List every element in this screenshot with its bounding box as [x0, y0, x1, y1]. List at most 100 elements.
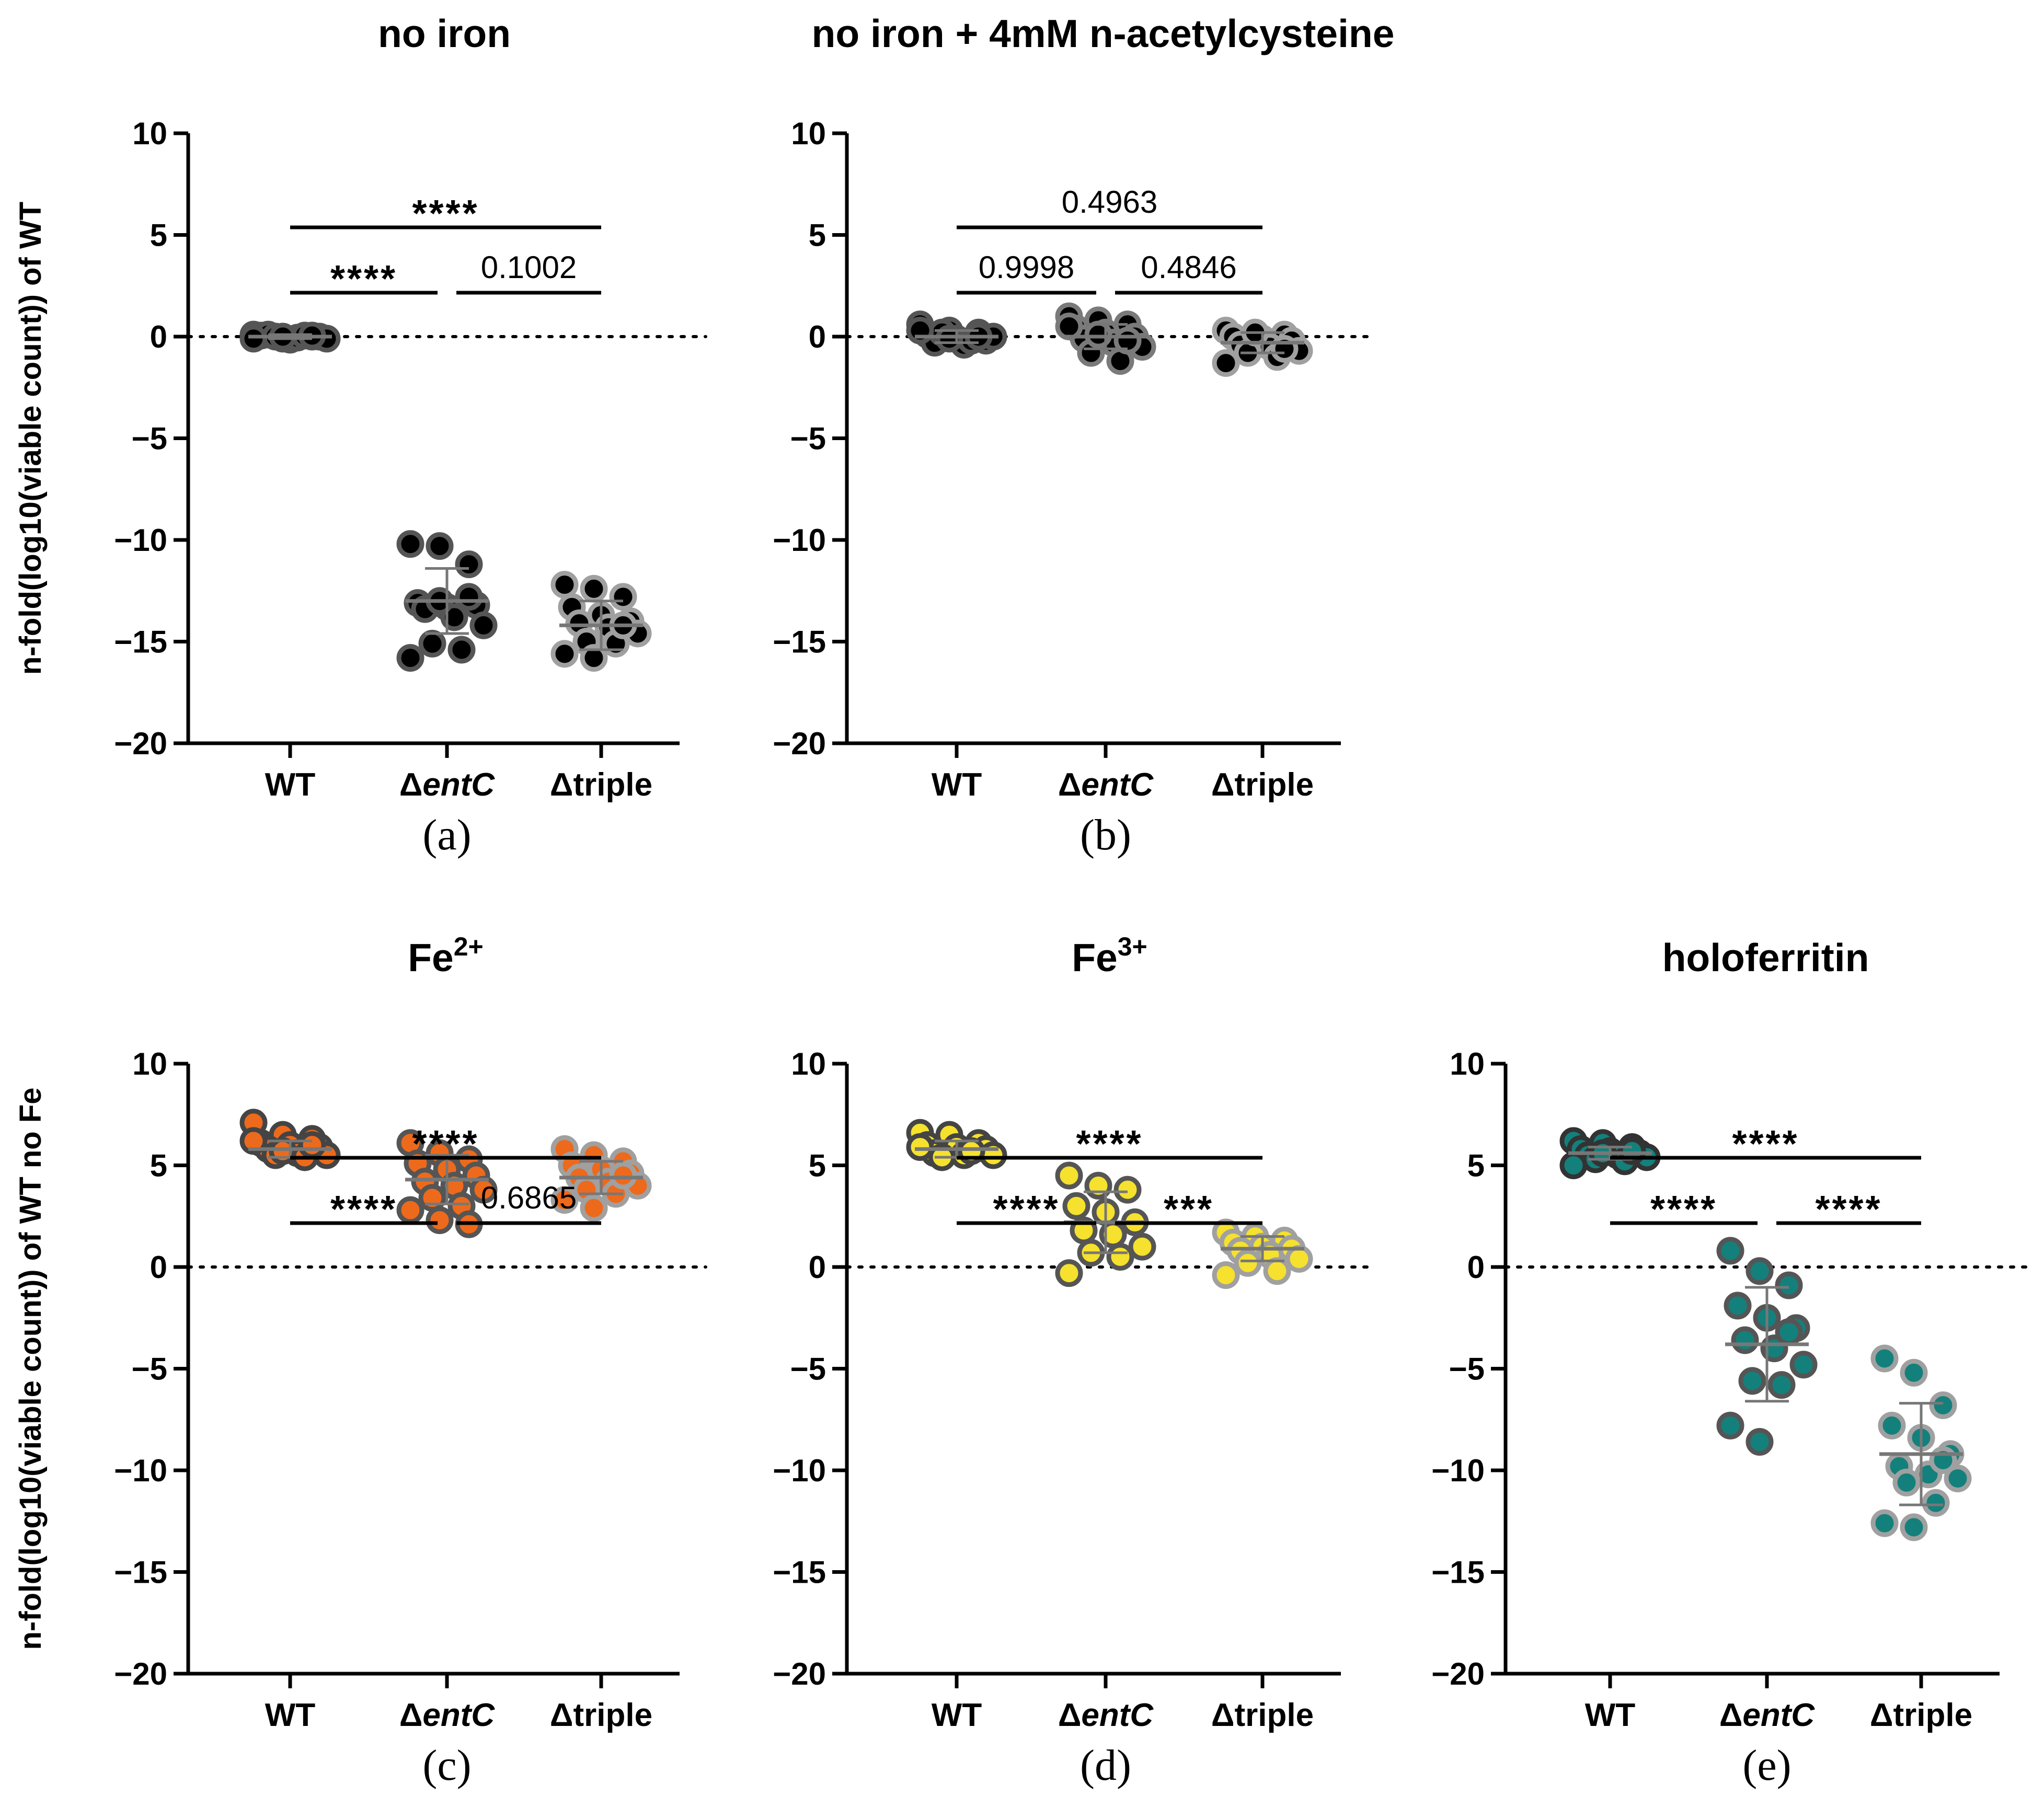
- data-point: [1767, 1371, 1796, 1399]
- y-tick-label: 0: [809, 319, 826, 354]
- x-tick-label-part: Δtriple: [1211, 767, 1314, 803]
- data-point: [906, 316, 934, 344]
- x-tick-label-italic-part: entC: [422, 767, 495, 803]
- chart-title-text: no iron: [378, 11, 511, 55]
- chart-panel-c: Fe2+ 10 5 0 −5 −10 −15 −20 n-fold(log10(viable c…: [14, 932, 707, 1790]
- series-2: [1870, 1344, 1972, 1541]
- chart-panel-b: no iron + 4mM n-acetylcysteine 10 5 0 −5 −10 −…: [773, 11, 1394, 859]
- significance-label: ****: [330, 258, 397, 300]
- data-point: [1559, 1151, 1588, 1179]
- data-point: [1285, 1245, 1313, 1273]
- y-tick-label: 10: [791, 116, 826, 151]
- y-tick-label: −5: [790, 1352, 826, 1387]
- y-tick-label: 10: [791, 1046, 826, 1081]
- chart-panel-e: holoferritin 10 5 0 −5 −10 −15 −20 WT ΔentC Δtripl…: [1431, 936, 2030, 1790]
- y-tick-label: −10: [773, 523, 826, 558]
- panel-label: (c): [422, 1741, 471, 1790]
- data-point: [580, 574, 608, 603]
- significance-label: ****: [1076, 1123, 1143, 1165]
- data-point: [550, 640, 579, 668]
- data-point: [1746, 1257, 1774, 1285]
- y-tick-label: −15: [773, 1555, 826, 1590]
- data-point: [1775, 1318, 1803, 1346]
- y-tick-label: −15: [1431, 1555, 1485, 1590]
- y-tick-label: −10: [1431, 1453, 1485, 1488]
- data-point: [1055, 1161, 1083, 1190]
- x-tick-label-part: Δtriple: [1870, 1697, 1972, 1733]
- data-point: [396, 530, 424, 558]
- y-tick-label: −10: [114, 1453, 167, 1488]
- x-tick-label: ΔentC: [399, 767, 496, 803]
- chart-title: Fe3+: [1072, 932, 1147, 980]
- x-tick-label: ΔentC: [399, 1697, 496, 1733]
- series-0: [239, 1109, 341, 1171]
- data-point: [396, 644, 424, 672]
- significance-label: ****: [412, 193, 479, 235]
- series-0: [1559, 1127, 1661, 1179]
- data-point: [1128, 1233, 1156, 1261]
- significance-label: ****: [1732, 1123, 1799, 1165]
- data-point: [1789, 1351, 1818, 1379]
- y-tick-label: 5: [150, 1148, 167, 1183]
- data-point: [1234, 1249, 1262, 1277]
- x-tick-label: WT: [265, 767, 316, 803]
- data-point: [580, 1194, 608, 1222]
- y-tick-label: 0: [150, 319, 167, 354]
- x-tick-label-part: WT: [1585, 1697, 1636, 1733]
- data-point: [418, 1184, 446, 1212]
- chart-title-text: Fe: [1072, 936, 1118, 980]
- data-point: [447, 636, 476, 664]
- x-tick-label-part: Δtriple: [1211, 1697, 1314, 1733]
- data-point: [1062, 1192, 1090, 1220]
- data-point: [1263, 1257, 1291, 1285]
- significance-label: 0.9998: [979, 250, 1075, 285]
- panel-label: (b): [1080, 811, 1131, 859]
- significance-label: 0.1002: [481, 250, 577, 285]
- chart-title-superscript: 2+: [454, 932, 484, 961]
- y-tick-label: −5: [132, 421, 167, 456]
- data-point: [239, 325, 268, 353]
- data-point: [935, 325, 963, 353]
- y-tick-label: 5: [809, 218, 826, 253]
- y-tick-label: −5: [790, 421, 826, 456]
- data-point: [1944, 1465, 1972, 1493]
- x-tick-label: Δtriple: [1211, 767, 1314, 803]
- y-tick-label: 0: [809, 1250, 826, 1285]
- x-tick-label-part: WT: [932, 767, 982, 803]
- x-tick-label-part: WT: [932, 1697, 982, 1733]
- y-tick-label: −10: [773, 1453, 826, 1488]
- significance-label: 0.4963: [1062, 185, 1158, 220]
- y-tick-label: 5: [1467, 1148, 1485, 1183]
- data-point: [1724, 1292, 1752, 1320]
- data-point: [1212, 1261, 1240, 1289]
- series-0: [239, 320, 341, 354]
- panel-label: (d): [1080, 1741, 1131, 1790]
- data-point: [1929, 1391, 1957, 1420]
- data-point: [469, 611, 498, 639]
- significance-label: ****: [1650, 1189, 1717, 1230]
- x-tick-label-italic-part: entC: [422, 1697, 495, 1733]
- data-point: [1922, 1489, 1950, 1517]
- significance-label: ****: [1815, 1189, 1882, 1230]
- x-tick-label: WT: [932, 1697, 982, 1733]
- data-point: [1270, 335, 1299, 363]
- y-tick-label: 10: [132, 1046, 167, 1081]
- x-tick-label-part: Δ: [1058, 767, 1082, 803]
- series-1: [396, 530, 498, 672]
- chart-title-text: no iron + 4mM n-acetylcysteine: [812, 11, 1395, 55]
- chart-title: holoferritin: [1662, 936, 1869, 980]
- data-point: [979, 1141, 1007, 1169]
- data-point: [1212, 349, 1240, 377]
- y-tick-label: 5: [809, 1148, 826, 1183]
- data-point: [609, 1161, 637, 1190]
- y-tick-label: −20: [114, 1656, 167, 1691]
- significance-label: 0.4846: [1141, 250, 1237, 285]
- chart-title-superscript: 3+: [1118, 932, 1147, 961]
- series-0: [906, 1119, 1007, 1171]
- data-point: [1113, 1176, 1142, 1204]
- x-tick-label-part: Δ: [399, 1697, 423, 1733]
- data-point: [1055, 313, 1083, 341]
- data-point: [396, 1196, 424, 1224]
- chart-title-text: Fe: [408, 936, 454, 980]
- data-point: [1870, 1509, 1899, 1537]
